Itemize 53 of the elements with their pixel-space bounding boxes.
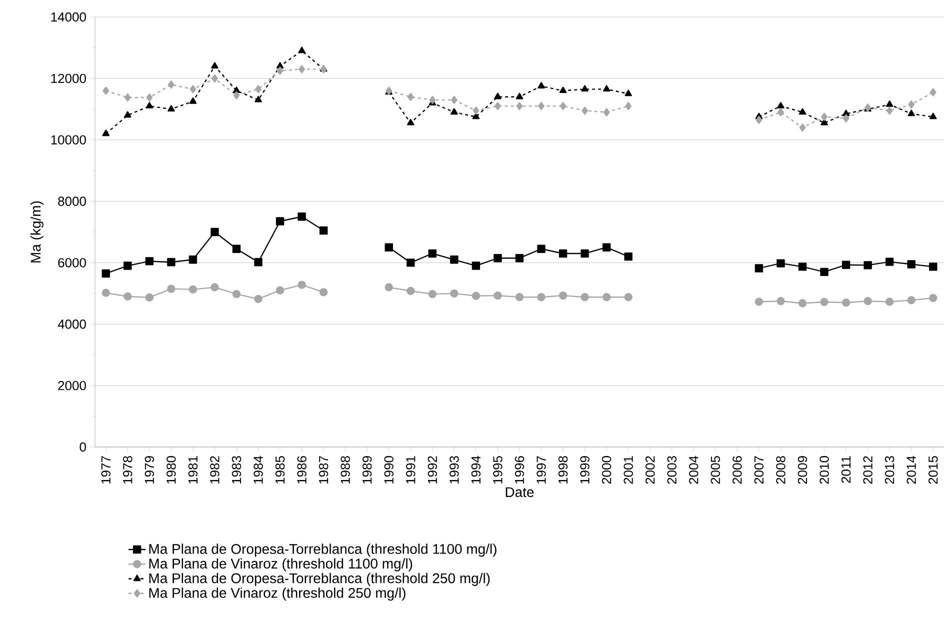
x-tick-label: 1997 [536,456,546,484]
x-tick-label: 2008 [776,456,786,484]
x-tick-label: 2013 [884,456,894,484]
x-tick-label: 2014 [906,456,916,484]
y-axis-title: Ma (kg/m) [30,201,44,262]
legend-label: Ma Plana de Oropesa-Torreblanca (threshold 250 mg/l) [149,572,490,586]
x-tick-label: 2012 [863,456,872,484]
x-tick-label: 1999 [580,456,590,484]
x-tick-label: 1986 [297,456,306,484]
y-tick-label: 4000 [58,320,86,329]
x-axis-title: Date [506,487,534,498]
x-tick-label: 1984 [254,456,263,484]
x-tick-label: 1987 [318,456,328,484]
x-tick-label: 1995 [493,456,502,484]
x-tick-label: 1985 [275,456,285,484]
x-tick-label: 2011 [841,456,851,483]
x-tick-label: 1996 [514,456,524,484]
x-tick-label: 1981 [188,456,198,484]
x-tick-label: 2006 [732,456,742,484]
x-tick-label: 1988 [340,456,350,484]
y-tick-label: 10000 [51,135,86,144]
y-tick-label: 2000 [58,380,86,390]
x-tick-label: 2010 [820,456,829,484]
x-tick-label: 2003 [667,456,676,484]
x-tick-label: 1978 [123,456,132,484]
x-tick-label: 2000 [602,456,612,484]
x-tick-label: 1977 [101,456,110,484]
x-tick-label: 2004 [689,456,698,484]
x-tick-label: 1990 [384,456,394,484]
x-tick-label: 2009 [798,456,808,484]
legend-label: Ma Plana de Vinaroz (threshold 1100 mg/l) [149,558,412,572]
x-tick-label: 1998 [558,456,568,484]
x-tick-label: 1980 [166,456,176,484]
x-tick-label: 1992 [428,456,438,484]
y-tick-label: 12000 [51,74,86,84]
x-tick-label: 2007 [754,456,764,484]
y-tick-label: 8000 [58,196,86,206]
x-tick-label: 1993 [450,456,459,484]
y-tick-label: 6000 [58,258,86,268]
x-tick-label: 2001 [624,456,633,484]
legend-label: Ma Plana de Vinaroz (threshold 250 mg/l) [149,588,406,601]
y-tick-label: 14000 [51,12,86,22]
x-tick-label: 1994 [471,456,481,484]
x-tick-label: 2005 [710,456,720,484]
x-tick-label: 1991 [406,456,416,484]
x-tick-label: 1979 [144,456,154,484]
x-tick-label: 1989 [362,456,372,484]
x-tick-label: 1982 [210,456,220,484]
legend-label: Ma Plana de Oropesa-Torreblanca (threshold 1100 mg/l) [149,544,496,557]
x-tick-label: 2015 [928,456,938,484]
y-tick-label: 0 [80,442,86,452]
x-tick-label: 1983 [232,456,242,484]
x-tick-label: 2002 [646,456,655,484]
